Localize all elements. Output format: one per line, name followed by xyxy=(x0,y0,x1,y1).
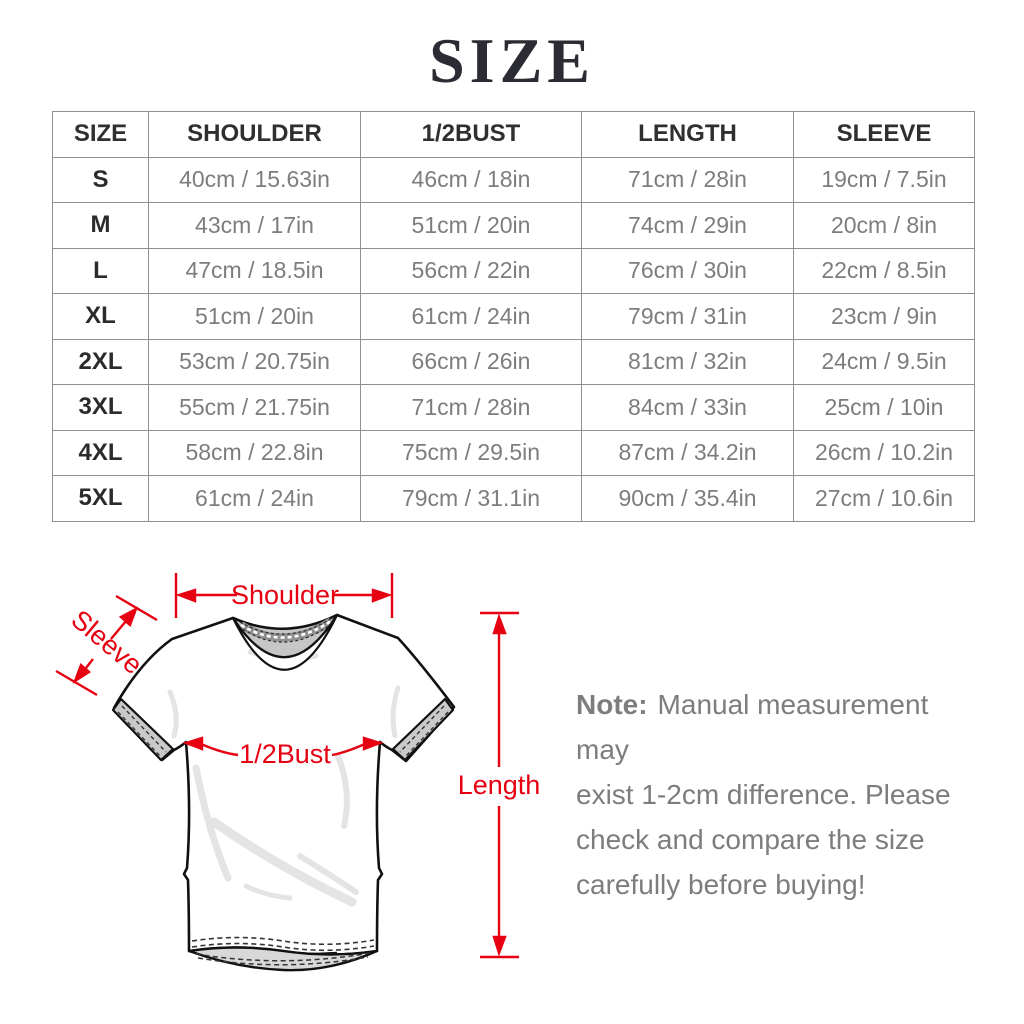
measurement-note: Note: Manual measurement may exist 1-2cm … xyxy=(576,682,978,907)
value-cell: 27cm / 10.6in xyxy=(793,475,975,522)
table-row: 3XL 55cm / 21.75in 71cm / 28in 84cm / 33in 2… xyxy=(52,384,975,431)
value-cell: 20cm / 8in xyxy=(793,202,975,249)
size-cell: M xyxy=(52,202,149,249)
header-cell: 1/2BUST xyxy=(360,111,582,158)
value-cell: 71cm / 28in xyxy=(360,384,582,431)
sleeve-arrowhead-bottom xyxy=(72,662,91,684)
value-cell: 66cm / 26in xyxy=(360,338,582,385)
value-cell: 79cm / 31in xyxy=(581,293,794,340)
value-cell: 81cm / 32in xyxy=(581,338,794,385)
sleeve-label: Sleeve xyxy=(66,604,149,680)
size-cell: 5XL xyxy=(52,475,149,522)
value-cell: 25cm / 10in xyxy=(793,384,975,431)
page-title: SIZE xyxy=(429,25,595,96)
header-cell: SHOULDER xyxy=(148,111,361,158)
note-line: exist 1-2cm difference. Please xyxy=(576,779,951,810)
length-arrowhead-bottom xyxy=(492,935,507,957)
hem xyxy=(187,936,379,972)
value-cell: 23cm / 9in xyxy=(793,293,975,340)
value-cell: 74cm / 29in xyxy=(581,202,794,249)
bust-arrowhead-left xyxy=(182,736,204,751)
table-body: S 40cm / 15.63in 46cm / 18in 71cm / 28in 19c… xyxy=(52,156,975,522)
note-line: Note: Manual measurement may xyxy=(576,682,978,772)
note-line: carefully before buying! xyxy=(576,869,866,900)
table-row: XL 51cm / 20in 61cm / 24in 79cm / 31in 23cm … xyxy=(52,293,975,340)
header-cell: SIZE xyxy=(52,111,149,158)
value-cell: 47cm / 18.5in xyxy=(148,247,361,294)
table-row: 4XL 58cm / 22.8in 75cm / 29.5in 87cm / 34.2… xyxy=(52,429,975,476)
value-cell: 61cm / 24in xyxy=(360,293,582,340)
value-cell: 26cm / 10.2in xyxy=(793,429,975,476)
shoulder-label: Shoulder xyxy=(231,580,339,610)
value-cell: 61cm / 24in xyxy=(148,475,361,522)
value-cell: 24cm / 9.5in xyxy=(793,338,975,385)
value-cell: 22cm / 8.5in xyxy=(793,247,975,294)
sleeve-arrowhead-top xyxy=(118,606,139,628)
value-cell: 79cm / 31.1in xyxy=(360,475,582,522)
value-cell: 53cm / 20.75in xyxy=(148,338,361,385)
length-annotation xyxy=(480,611,519,959)
value-cell: 51cm / 20in xyxy=(360,202,582,249)
length-label: Length xyxy=(458,770,541,800)
tshirt-drawing xyxy=(111,613,456,972)
table-row: 5XL 61cm / 24in 79cm / 31.1in 90cm / 35.4in… xyxy=(52,475,975,522)
size-cell: XL xyxy=(52,293,149,340)
sleeve-tick-bottom xyxy=(55,669,98,697)
value-cell: 71cm / 28in xyxy=(581,156,794,203)
size-cell: 4XL xyxy=(52,429,149,476)
collar-stitching xyxy=(240,619,332,639)
size-cell: 3XL xyxy=(52,384,149,431)
left-sleeve-cuff xyxy=(111,697,175,762)
table-row: M 43cm / 17in 51cm / 20in 74cm / 29in 20cm /… xyxy=(52,202,975,249)
bust-annotation xyxy=(200,742,366,757)
right-sleeve-cuff xyxy=(391,697,455,762)
header-cell: LENGTH xyxy=(581,111,794,158)
value-cell: 58cm / 22.8in xyxy=(148,429,361,476)
value-cell: 87cm / 34.2in xyxy=(581,429,794,476)
size-cell: S xyxy=(52,156,149,203)
note-text: Manual measurement may xyxy=(576,689,929,765)
value-cell: 51cm / 20in xyxy=(148,293,361,340)
note-label: Note: xyxy=(576,689,648,720)
table-row: L 47cm / 18.5in 56cm / 22in 76cm / 30in 22cm… xyxy=(52,247,975,294)
note-line: check and compare the size xyxy=(576,824,925,855)
tshirt-measurement-diagram: Shoulder Sleeve 1/2Bust Length xyxy=(40,570,570,1010)
shoulder-arrowhead-right xyxy=(371,588,393,603)
value-cell: 56cm / 22in xyxy=(360,247,582,294)
header-cell: SLEEVE xyxy=(793,111,975,158)
value-cell: 19cm / 7.5in xyxy=(793,156,975,203)
table-row: S 40cm / 15.63in 46cm / 18in 71cm / 28in 19c… xyxy=(52,156,975,203)
bust-label: 1/2Bust xyxy=(239,739,331,769)
collar-front-band xyxy=(231,613,339,671)
value-cell: 75cm / 29.5in xyxy=(360,429,582,476)
size-cell: 2XL xyxy=(52,338,149,385)
table-row: 2XL 53cm / 20.75in 66cm / 26in 81cm / 32in 2… xyxy=(52,338,975,385)
value-cell: 43cm / 17in xyxy=(148,202,361,249)
shoulder-annotation xyxy=(174,573,394,618)
size-table: SIZE SHOULDER 1/2BUST LENGTH SLEEVE S 40cm / … xyxy=(52,111,975,522)
table-header-row: SIZE SHOULDER 1/2BUST LENGTH SLEEVE xyxy=(52,111,975,158)
value-cell: 76cm / 30in xyxy=(581,247,794,294)
size-cell: L xyxy=(52,247,149,294)
bust-arrowhead-right xyxy=(362,736,384,751)
length-arrowhead-top xyxy=(492,613,507,635)
shoulder-arrowhead-left xyxy=(175,588,197,603)
value-cell: 55cm / 21.75in xyxy=(148,384,361,431)
value-cell: 46cm / 18in xyxy=(360,156,582,203)
value-cell: 90cm / 35.4in xyxy=(581,475,794,522)
value-cell: 84cm / 33in xyxy=(581,384,794,431)
value-cell: 40cm / 15.63in xyxy=(148,156,361,203)
